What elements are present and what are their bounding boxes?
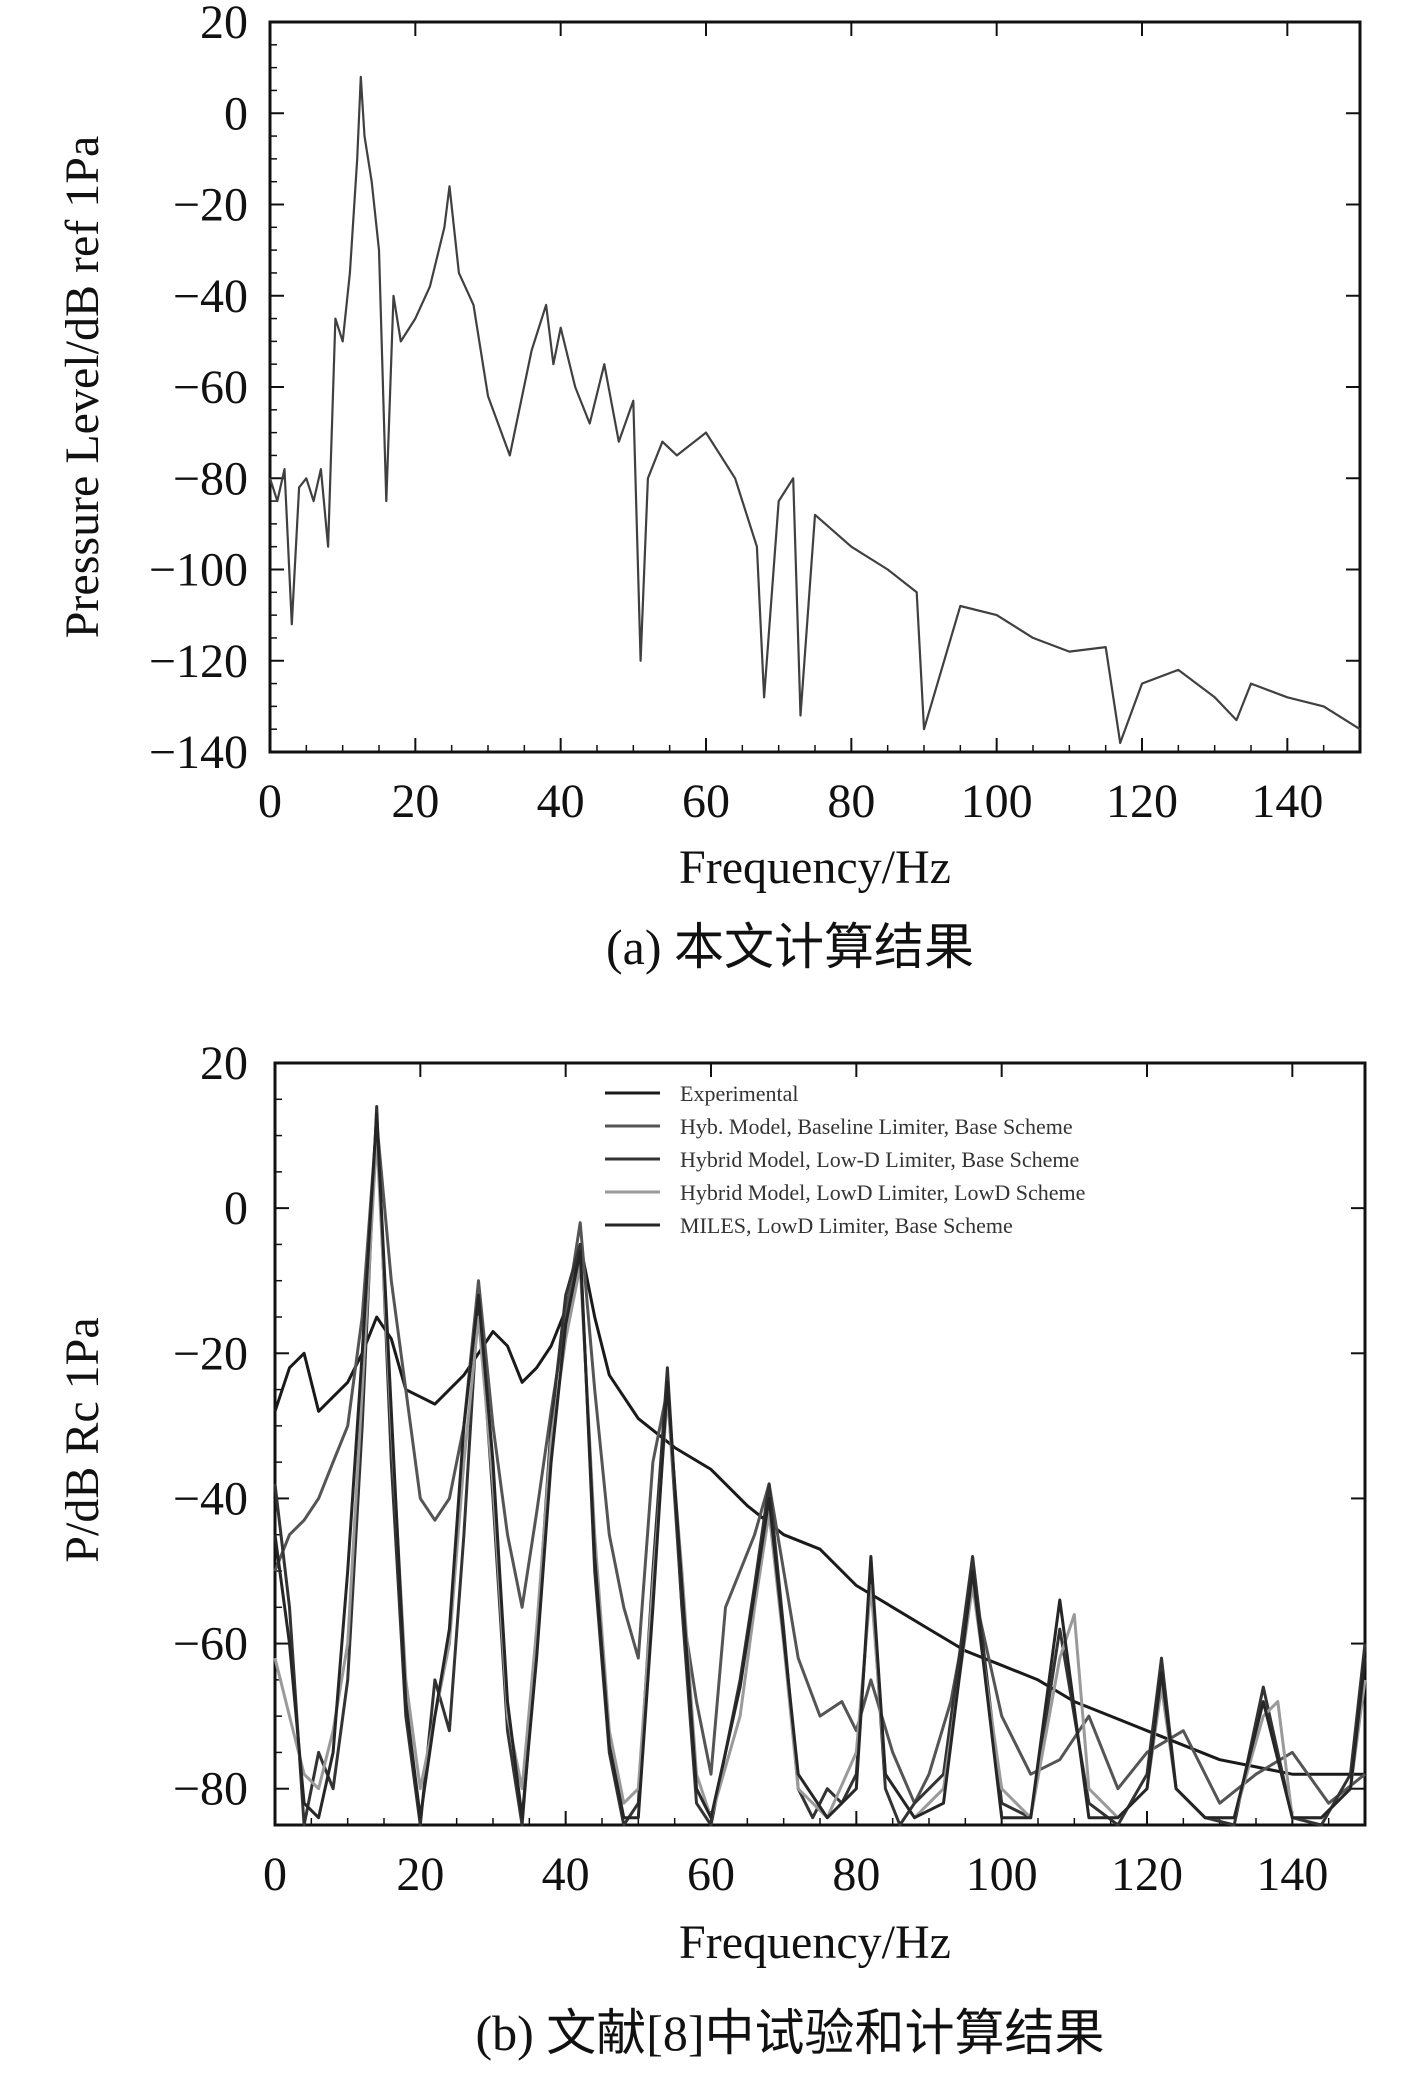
y-tick-label: −40 (173, 1472, 248, 1525)
series-line-a-0 (268, 75, 1361, 744)
x-tick-label: 80 (827, 775, 875, 828)
x-tick-label: 40 (542, 1848, 590, 1901)
panel-b-x-axis-label: Frequency/Hz (679, 1916, 951, 1969)
panel-a-tick-marks (269, 21, 1361, 753)
y-tick-label: −80 (173, 452, 248, 505)
panel-b-x-tick-labels: 0 20 40 60 80 100 120 140 (263, 1848, 1328, 1901)
panel-b-legend: Experimental Hyb. Model, Baseline Limiter… (605, 1081, 1085, 1238)
legend-entry: Hybrid Model, Low-D Limiter, Base Scheme (680, 1147, 1079, 1172)
x-tick-label: 100 (961, 775, 1033, 828)
y-tick-label: 0 (224, 1182, 248, 1235)
x-tick-label: 20 (396, 1848, 444, 1901)
y-tick-label: 0 (224, 87, 248, 140)
x-tick-label: 80 (832, 1848, 880, 1901)
panel-a-y-tick-labels: 20 0 −20 −40 −60 −80 −100 −120 −140 (149, 0, 248, 779)
panel-a-plot-frame (268, 20, 1362, 754)
panel-a-x-axis-label: Frequency/Hz (679, 841, 951, 894)
x-tick-label: 140 (1251, 775, 1323, 828)
panel-b-series (273, 1105, 1367, 1827)
y-tick-label: −60 (173, 361, 248, 414)
y-tick-label: −20 (173, 179, 248, 232)
y-tick-label: −20 (173, 1327, 248, 1380)
panel-a: 20 0 −20 −40 −60 −80 −100 −120 −140 0 20 40 60 80 100… (56, 0, 1362, 975)
y-tick-label: −100 (149, 544, 248, 597)
series-line-b-0 (273, 1242, 1365, 1776)
panel-a-x-tick-labels: 0 20 40 60 80 100 120 140 (258, 775, 1323, 828)
x-tick-label: 60 (682, 775, 730, 828)
panel-b-plot-frame (273, 1061, 1367, 1827)
x-tick-label: 0 (263, 1848, 287, 1901)
panel-b-y-tick-labels: 20 0 −20 −40 −60 −80 (173, 1037, 248, 1816)
legend-entry: MILES, LowD Limiter, Base Scheme (680, 1213, 1013, 1238)
x-tick-label: 140 (1256, 1848, 1328, 1901)
panel-b-y-axis-label: P/dB Rc 1Pa (56, 1317, 109, 1562)
panel-a-series (268, 75, 1361, 744)
y-tick-label: −40 (173, 270, 248, 323)
legend-entry: Hybrid Model, LowD Limiter, LowD Scheme (680, 1180, 1085, 1205)
y-tick-label: −60 (173, 1618, 248, 1671)
legend-entry: Hyb. Model, Baseline Limiter, Base Schem… (680, 1114, 1073, 1139)
x-tick-label: 0 (258, 775, 282, 828)
y-tick-label: −120 (149, 635, 248, 688)
x-tick-label: 120 (1111, 1848, 1183, 1901)
panel-b: Experimental Hyb. Model, Baseline Limiter… (56, 1037, 1367, 2061)
panel-a-caption: (a) 本文计算结果 (606, 919, 974, 975)
y-tick-label: 20 (200, 0, 248, 49)
y-tick-label: 20 (200, 1037, 248, 1090)
x-tick-label: 100 (966, 1848, 1038, 1901)
x-tick-label: 40 (537, 775, 585, 828)
x-tick-label: 120 (1106, 775, 1178, 828)
panel-b-caption: (b) 文献[8]中试验和计算结果 (475, 2005, 1104, 2061)
y-tick-label: −80 (173, 1763, 248, 1816)
y-tick-label: −140 (149, 726, 248, 779)
x-tick-label: 60 (687, 1848, 735, 1901)
panel-b-tick-marks (274, 1062, 1366, 1826)
x-tick-label: 20 (391, 775, 439, 828)
panel-a-y-axis-label: Pressure Level/dB ref 1Pa (56, 136, 109, 639)
legend-entry: Experimental (680, 1081, 799, 1106)
series-line-b-4 (273, 1112, 1367, 1820)
